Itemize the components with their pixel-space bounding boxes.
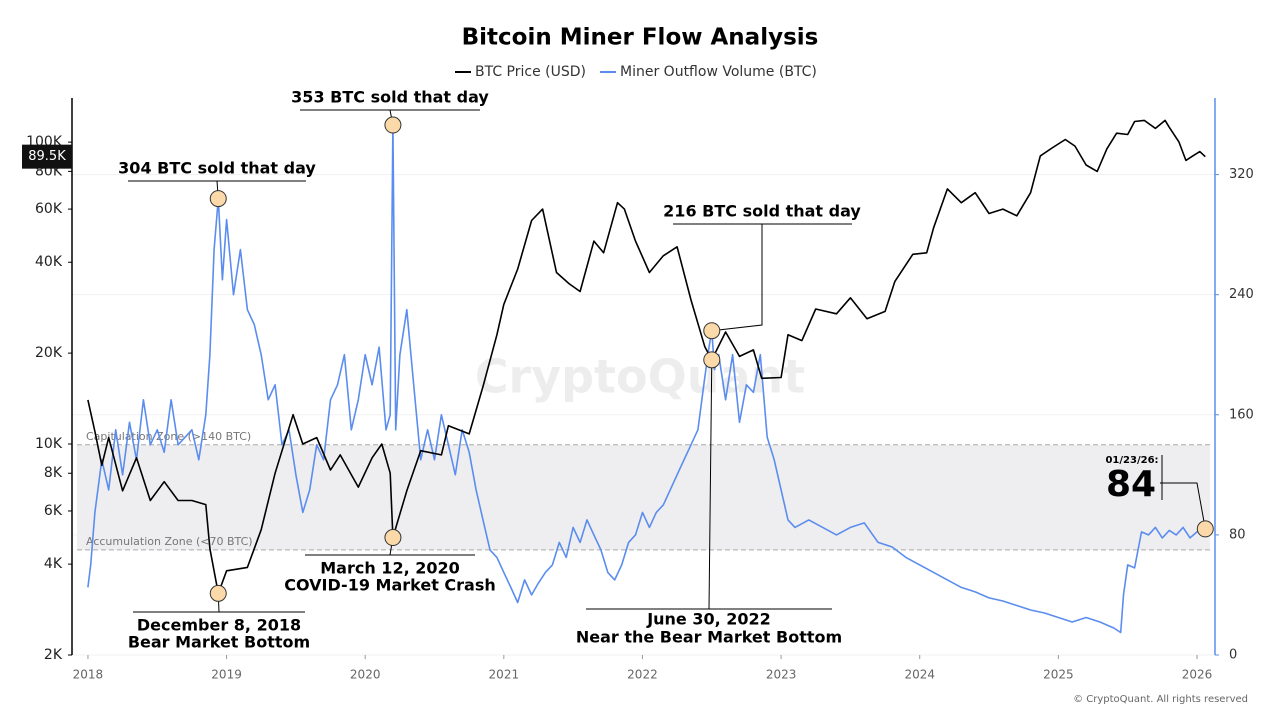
x-tick-label: 2023 <box>766 668 797 682</box>
x-tick-label: 2026 <box>1182 668 1213 682</box>
y-tick-label: 4K <box>44 556 63 572</box>
annotation-text: June 30, 2022 <box>646 610 771 629</box>
annotation-point <box>209 190 227 208</box>
series-line <box>87 124 1206 634</box>
annotation-text: 216 BTC sold that day <box>663 202 861 221</box>
annotation-point <box>703 351 721 369</box>
y-tick-label: 40K <box>35 254 63 270</box>
copyright: © CryptoQuant. All rights reserved <box>1073 694 1248 705</box>
zone-band <box>77 444 1210 550</box>
legend-label: Miner Outflow Volume (BTC) <box>620 64 817 80</box>
annotation-leader <box>711 224 763 332</box>
y-tick-label: 60K <box>35 201 63 217</box>
annotation-point <box>384 529 402 547</box>
price-badge <box>22 144 72 169</box>
y2-tick-label: 80 <box>1229 527 1246 542</box>
x-tick-label: 2022 <box>627 668 658 682</box>
y-tick-label: 8K <box>44 465 63 481</box>
y-tick-label: 10K <box>35 436 63 452</box>
x-tick-label: 2021 <box>489 668 520 682</box>
annotation-text: 84 <box>1106 464 1156 505</box>
annotation-text: COVID-19 Market Crash <box>284 576 496 595</box>
y2-tick-label: 0 <box>1229 648 1237 663</box>
annotation-point <box>209 584 227 602</box>
y-tick-label: 20K <box>35 345 63 361</box>
annotation-point <box>384 116 402 134</box>
annotation-text: March 12, 2020 <box>320 559 460 578</box>
annotation-text: Near the Bear Market Bottom <box>576 628 842 647</box>
legend-label: BTC Price (USD) <box>475 64 586 80</box>
x-tick-label: 2019 <box>211 668 242 682</box>
series-line <box>87 119 1206 595</box>
y2-tick-label: 240 <box>1229 287 1254 302</box>
chart-title: Bitcoin Miner Flow Analysis <box>462 25 819 51</box>
zone-label: Capitulation Zone (>140 BTC) <box>86 430 251 443</box>
annotation-point <box>703 322 721 340</box>
y2-tick-label: 320 <box>1229 167 1254 182</box>
watermark: CryptoQuant <box>475 350 806 404</box>
annotation-leader <box>708 359 713 610</box>
price-badge-label: 89.5K <box>28 149 66 164</box>
x-tick-label: 2018 <box>73 668 104 682</box>
x-tick-label: 2025 <box>1043 668 1074 682</box>
annotation-text: 304 BTC sold that day <box>118 159 316 178</box>
annotation-text: Bear Market Bottom <box>128 633 310 652</box>
annotation-text: December 8, 2018 <box>137 616 301 635</box>
x-tick-label: 2024 <box>904 668 935 682</box>
annotation-text: 01/23/26: <box>1105 455 1158 466</box>
x-tick-label: 2020 <box>350 668 381 682</box>
y-tick-label: 2K <box>44 647 63 663</box>
zone-label: Accumulation Zone (<70 BTC) <box>86 535 253 548</box>
annotation-leader <box>1160 482 1206 529</box>
annotation-point <box>1196 520 1214 538</box>
annotation-text: 353 BTC sold that day <box>291 88 489 107</box>
y-tick-label: 6K <box>44 503 63 519</box>
y2-tick-label: 160 <box>1229 407 1254 422</box>
